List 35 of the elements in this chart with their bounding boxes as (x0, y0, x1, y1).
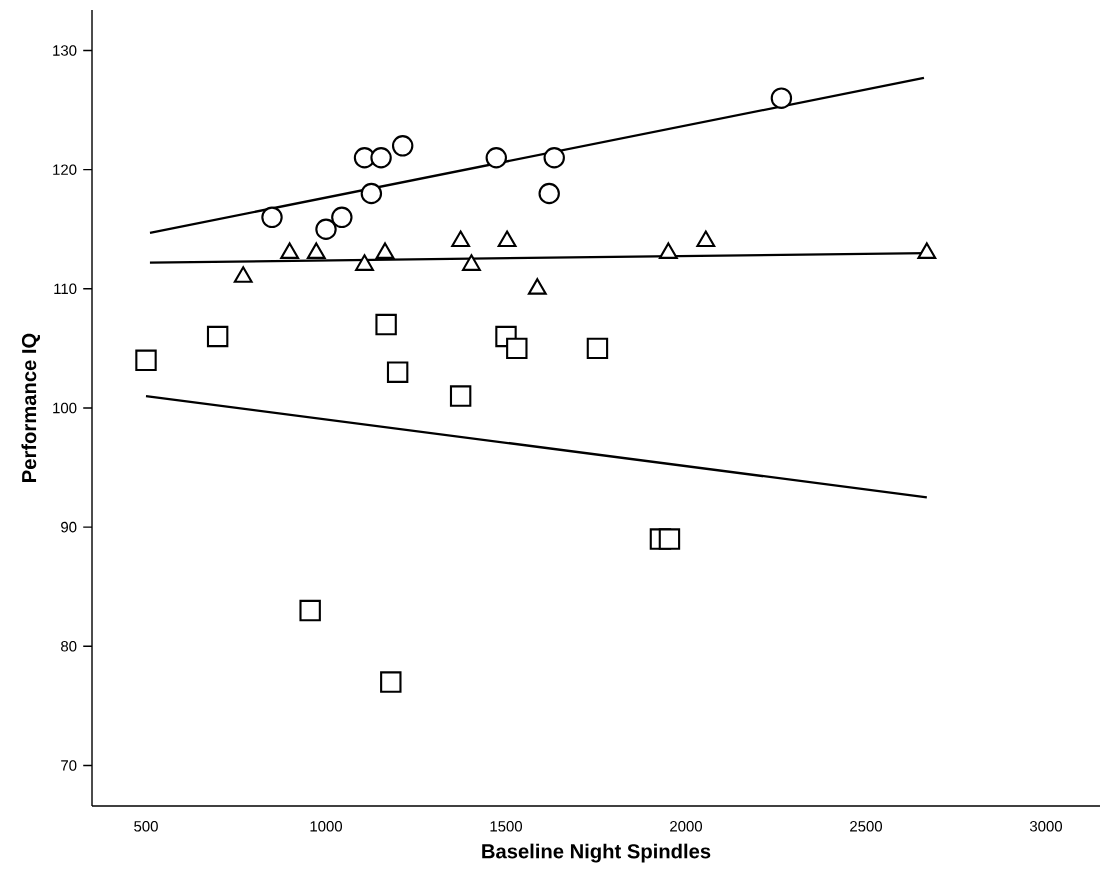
y-axis-title: Performance IQ (21, 333, 41, 482)
point (770, 87, 793, 109)
x-tick-label: 2000 (670, 820, 703, 832)
point (375, 313, 397, 336)
point (449, 385, 472, 407)
point (386, 361, 409, 383)
x-axis-title: Baseline Night Spindles (482, 843, 711, 863)
point (135, 349, 157, 372)
point (315, 218, 337, 240)
x-tick-label: 500 (134, 820, 158, 832)
y-tick-label: 120 (53, 164, 77, 175)
point (331, 206, 353, 229)
point (380, 671, 402, 693)
y-tick-label: 70 (61, 760, 77, 771)
point (538, 182, 560, 205)
point (586, 337, 609, 360)
point (543, 147, 565, 169)
point (261, 206, 283, 229)
point (360, 182, 383, 205)
x-tick-label: 3000 (1029, 820, 1063, 832)
point (206, 325, 229, 348)
y-tick-label: 110 (54, 283, 77, 295)
y-tick-label: 100 (53, 402, 77, 414)
y-tick-label: 80 (61, 641, 77, 652)
point (391, 135, 414, 157)
point (485, 147, 508, 169)
y-tick-label: 130 (53, 45, 77, 56)
x-tick-label: 1000 (310, 820, 343, 832)
point (299, 599, 321, 622)
point (370, 147, 392, 169)
x-tick-label: 2500 (850, 820, 883, 832)
point (506, 337, 528, 360)
point (658, 528, 681, 550)
x-tick-label: 1500 (490, 820, 523, 832)
y-tick-label: 90 (61, 521, 77, 533)
